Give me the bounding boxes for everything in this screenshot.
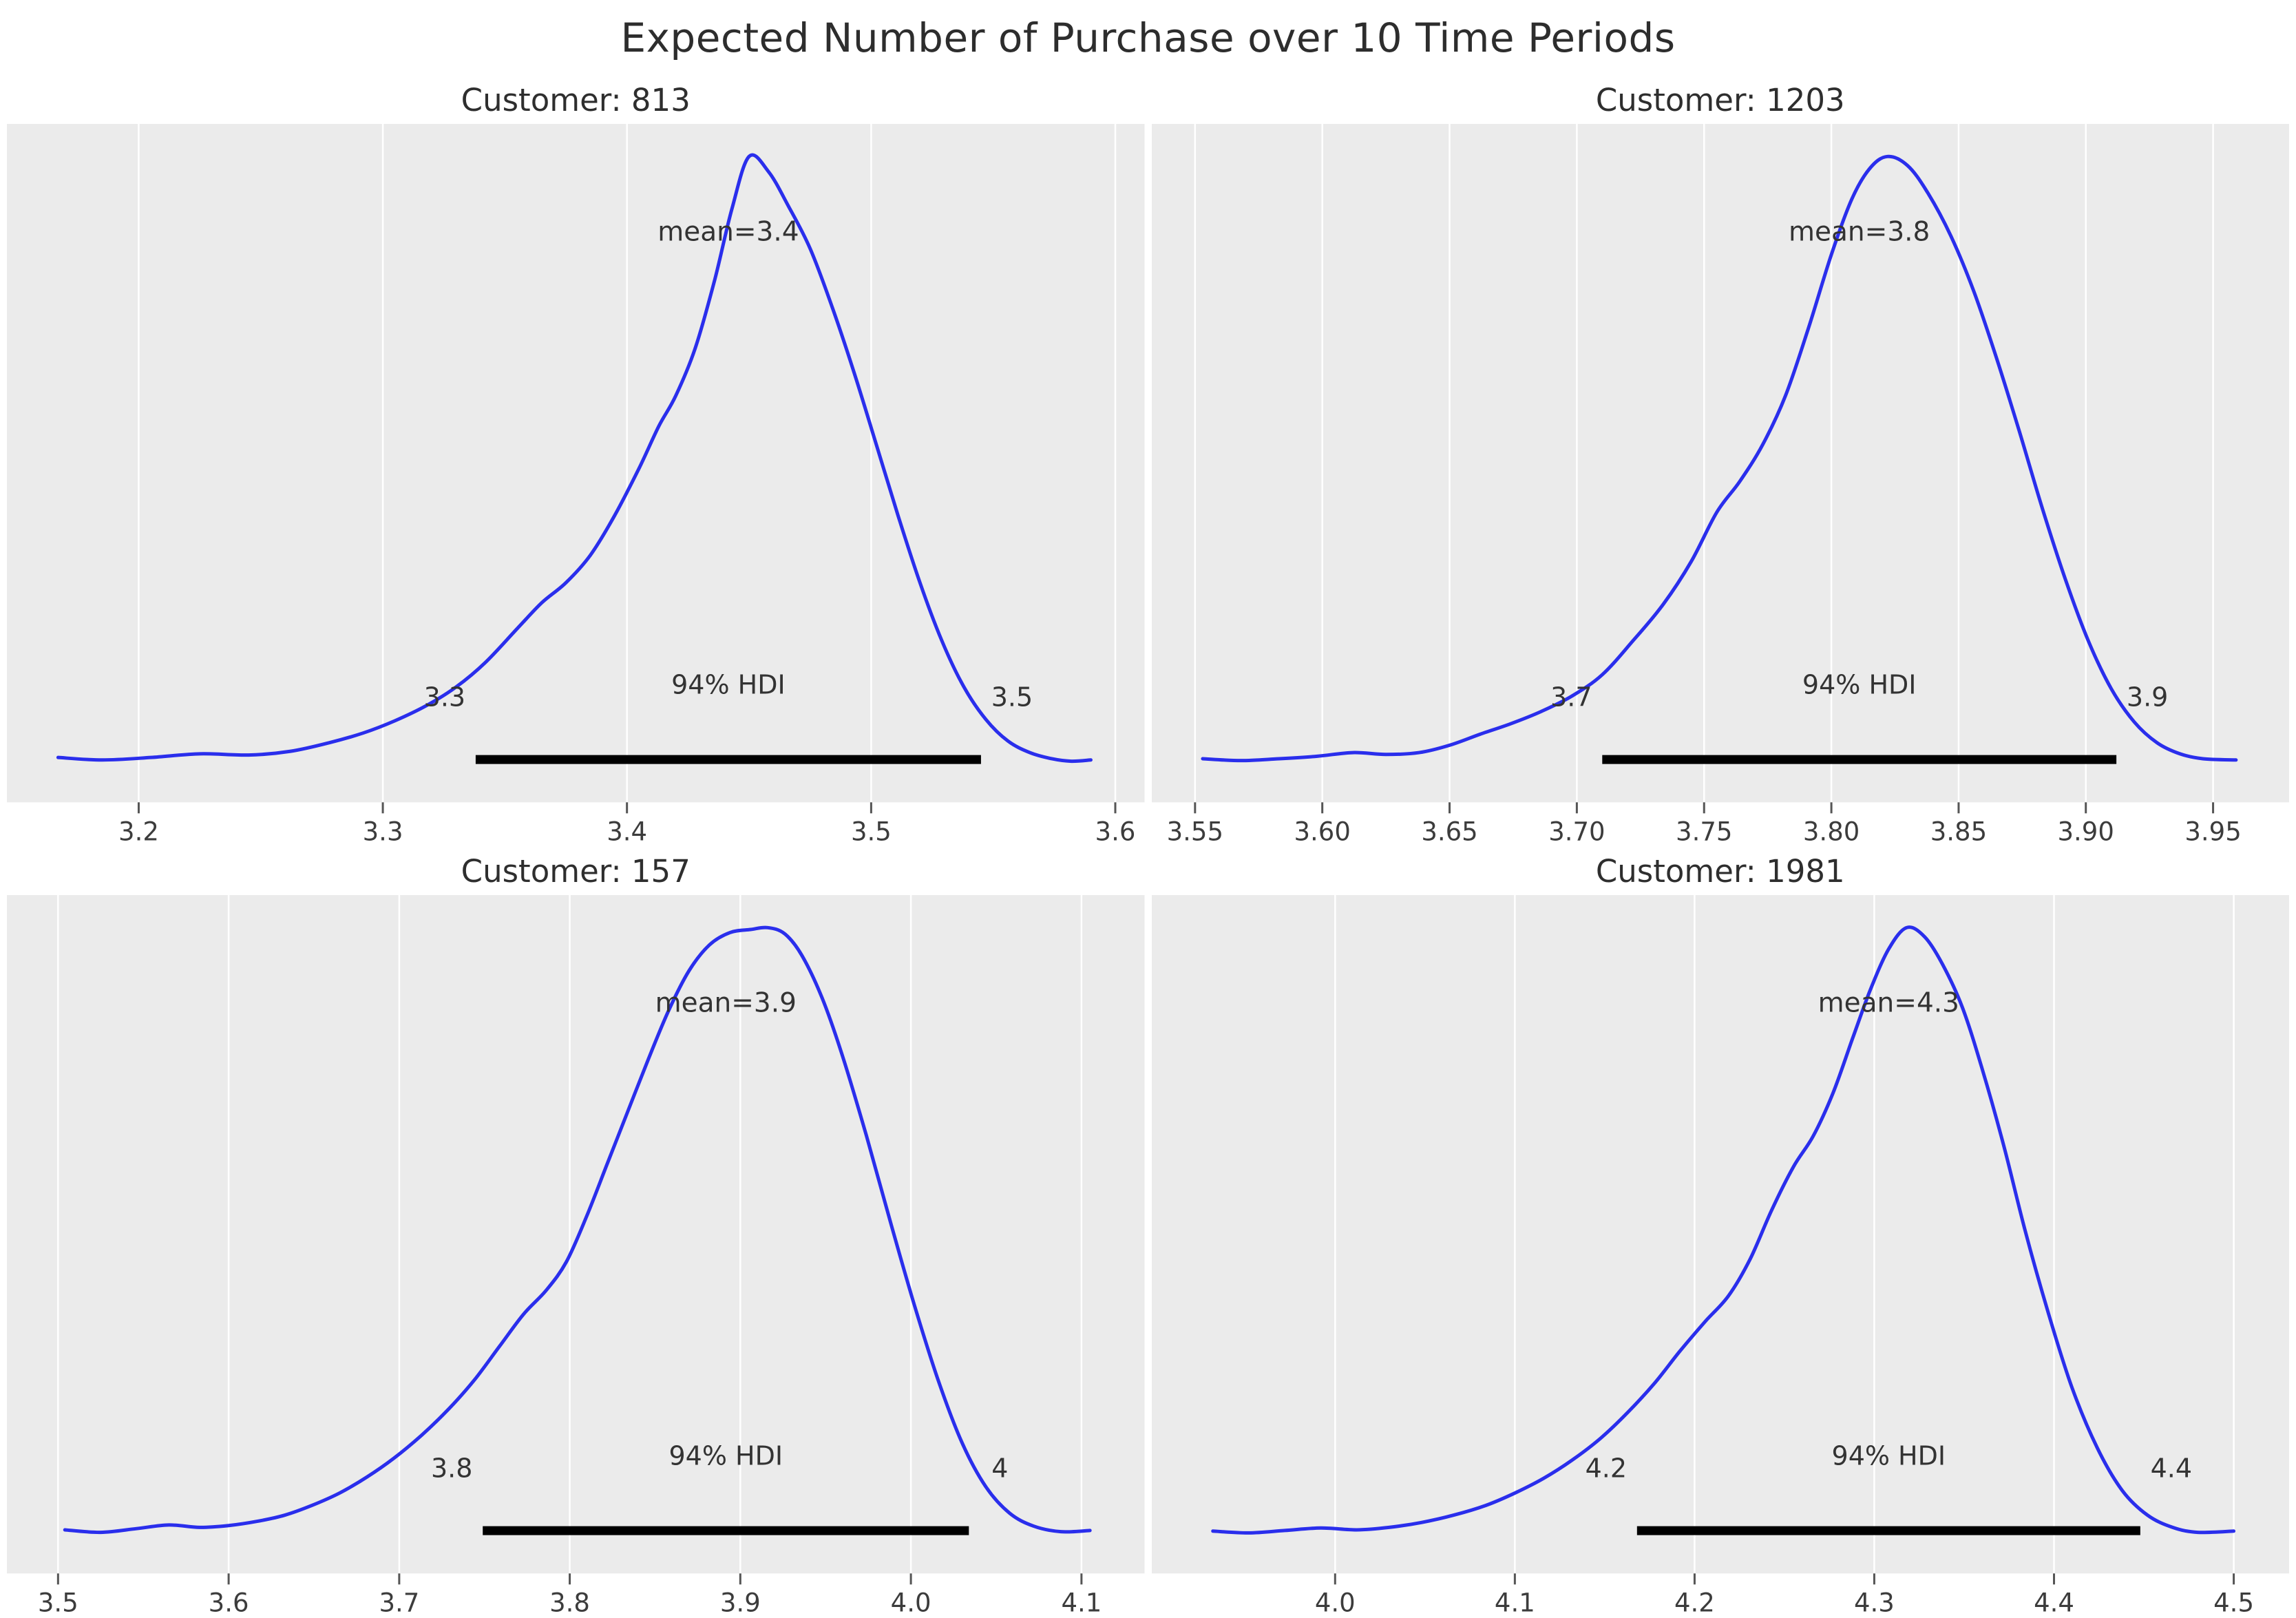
subplot-title: Customer: 1981 (1595, 852, 1845, 890)
x-tick-label: 3.2 (118, 817, 159, 846)
axes: 3.2 3.3 3.4 3.5 3.6 mean=3.4 94% HDI 3.3 3.5 (7, 124, 1145, 846)
axes-background (7, 895, 1145, 1574)
axes: 3.55 3.60 3.65 3.70 3.75 3.80 3.85 3.90 3.95 mean… (1151, 124, 2289, 846)
kde-curve (56, 153, 1093, 764)
x-tick-label: 3.3 (363, 817, 403, 846)
axes: 4.0 4.1 4.2 4.3 4.4 4.5 mean=4.3 94% HDI 4.2 4.4 (1151, 895, 2289, 1618)
kde-curve (63, 925, 1092, 1535)
axes: 3.5 3.6 3.7 3.8 3.9 4.0 4.1 mean=3.9 94% HDI 3.8 4 (7, 895, 1145, 1618)
mean-label: mean=3.4 (657, 216, 799, 247)
mean-label: mean=4.3 (1818, 988, 1959, 1019)
x-tick-label: 3.60 (1294, 817, 1350, 846)
x-tick-label: 3.6 (209, 1588, 249, 1618)
subplot-top-right: Customer: 1203 3.55 3.60 3.65 3.70 3.75 3.80 3… (1151, 76, 2290, 847)
x-tick-label: 3.5 (851, 817, 892, 846)
hdi-upper-bound-label: 4.4 (2150, 1453, 2191, 1484)
hdi-label: 94% HDI (1802, 670, 1916, 700)
hdi-lower-bound-label: 3.3 (424, 682, 465, 712)
figure-header: Expected Number of Purchase over 10 Time… (0, 0, 2296, 76)
x-tick-label: 3.6 (1095, 817, 1136, 846)
subplot-title: Customer: 813 (461, 81, 691, 118)
hdi-upper-bound-label: 3.9 (2126, 682, 2167, 712)
x-tick-label: 3.85 (1930, 817, 1986, 846)
x-tick-label: 3.5 (38, 1588, 78, 1618)
x-tick-label: 3.90 (2057, 817, 2114, 846)
x-tick-label: 3.70 (1548, 817, 1605, 846)
subplot-bottom-left: Customer: 157 3.5 3.6 3.7 3.8 3.9 4.0 4.1 mean=… (7, 847, 1145, 1618)
axes-canvas: 3.2 3.3 3.4 3.5 3.6 mean=3.4 94% HDI 3.3 3.5 (7, 124, 1145, 847)
x-tick-label: 3.8 (549, 1588, 590, 1618)
axes-canvas: 4.0 4.1 4.2 4.3 4.4 4.5 mean=4.3 94% HDI 4.2 4.4 (1151, 895, 2290, 1618)
x-tick-label: 4.4 (2034, 1588, 2074, 1618)
x-tick-label: 3.65 (1421, 817, 1477, 846)
axes-canvas: 3.5 3.6 3.7 3.8 3.9 4.0 4.1 mean=3.9 94% HDI 3.8 4 (7, 895, 1145, 1618)
hdi-lower-bound-label: 4.2 (1585, 1453, 1626, 1484)
figure-title: Expected Number of Purchase over 10 Time… (620, 14, 1676, 61)
hdi-label: 94% HDI (671, 670, 786, 700)
subplot-title: Customer: 157 (461, 852, 691, 890)
x-tick-label: 4.1 (1494, 1588, 1535, 1618)
x-tick-label: 3.55 (1166, 817, 1223, 846)
hdi-label: 94% HDI (669, 1441, 783, 1471)
subplot-grid: Customer: 813 3.2 3.3 3.4 3.5 3.6 mean=3.4 94%… (0, 76, 2296, 1618)
mean-label: mean=3.9 (655, 988, 797, 1019)
subplot-bottom-right: Customer: 1981 4.0 4.1 4.2 4.3 4.4 4.5 mean=4.… (1151, 847, 2290, 1618)
hdi-upper-bound-label: 4 (991, 1453, 1008, 1484)
x-tick-label: 4.5 (2213, 1588, 2254, 1618)
kde-curve (1210, 925, 2235, 1535)
x-tick-label: 4.0 (891, 1588, 931, 1618)
x-tick-label: 3.4 (607, 817, 647, 846)
axes-canvas: 3.55 3.60 3.65 3.70 3.75 3.80 3.85 3.90 3.95 mean… (1151, 124, 2290, 847)
hdi-lower-bound-label: 3.7 (1550, 682, 1592, 712)
subplot-title: Customer: 1203 (1595, 81, 1845, 118)
hdi-label: 94% HDI (1831, 1441, 1946, 1471)
subplot-top-left: Customer: 813 3.2 3.3 3.4 3.5 3.6 mean=3.4 94%… (7, 76, 1145, 847)
hdi-upper-bound-label: 3.5 (991, 682, 1033, 712)
axes-background (1151, 895, 2289, 1574)
x-tick-label: 3.9 (720, 1588, 761, 1618)
kde-curve (1200, 154, 2237, 763)
x-tick-label: 4.0 (1314, 1588, 1355, 1618)
x-tick-label: 4.3 (1853, 1588, 1894, 1618)
x-tick-label: 4.1 (1061, 1588, 1102, 1618)
x-tick-label: 3.80 (1802, 817, 1859, 846)
x-tick-label: 4.2 (1674, 1588, 1715, 1618)
x-tick-label: 3.75 (1676, 817, 1732, 846)
x-tick-label: 3.95 (2184, 817, 2241, 846)
hdi-lower-bound-label: 3.8 (431, 1453, 472, 1484)
x-tick-label: 3.7 (379, 1588, 419, 1618)
axes-background (1151, 124, 2289, 803)
axes-background (7, 124, 1145, 803)
mean-label: mean=3.8 (1789, 216, 1930, 247)
